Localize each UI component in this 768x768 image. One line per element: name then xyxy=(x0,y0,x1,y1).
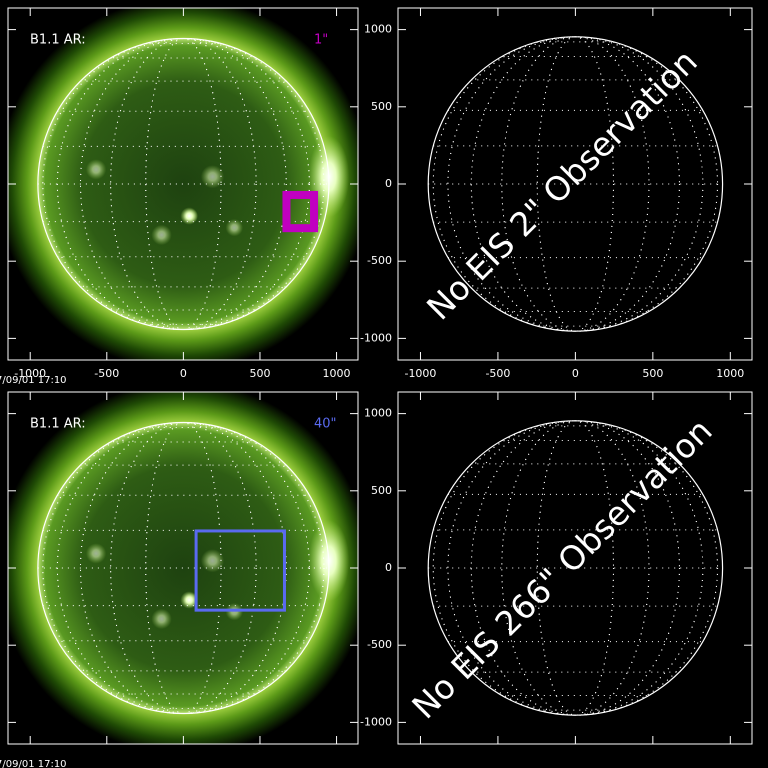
limb xyxy=(37,37,330,331)
y-tick-label: -1000 xyxy=(360,715,392,728)
sun-disk xyxy=(37,38,329,330)
y-tick-label: 1000 xyxy=(364,407,392,420)
longitude-line xyxy=(447,36,704,332)
longitude-line xyxy=(432,36,719,332)
timestamp: 7/09/01 17:10 xyxy=(0,759,67,768)
longitude-line xyxy=(79,37,287,331)
y-tick-label: -1000 xyxy=(360,331,392,344)
active-region xyxy=(225,602,244,621)
y-tick-label: 0 xyxy=(385,177,392,190)
plot-area xyxy=(427,36,724,332)
longitude-line xyxy=(56,37,310,331)
panel-title: B1.1 AR: xyxy=(30,417,86,432)
x-tick-label: -500 xyxy=(94,367,119,380)
x-tick-label: 1000 xyxy=(323,367,351,380)
active-region xyxy=(151,608,172,630)
panel: -1000 -500 0 500 1000 B1.1 AR: 1" 7/09/01 17:10 xyxy=(0,7,359,386)
limb xyxy=(427,420,724,716)
x-tick-label: -500 xyxy=(485,367,510,380)
fov-box xyxy=(282,190,319,233)
panel: -1000 -500 0 500 1000 -1000 -500 0 500 1000 No EIS… xyxy=(360,7,753,380)
x-tick-label: 0 xyxy=(572,367,579,380)
resolution-label: 1" xyxy=(314,33,328,48)
plot-area xyxy=(427,420,724,716)
resolution-label: 40" xyxy=(314,417,337,432)
longitude-line xyxy=(42,421,325,715)
y-tick-label: -500 xyxy=(367,254,392,267)
y-tick-label: 0 xyxy=(385,561,392,574)
panel-title: B1.1 AR: xyxy=(30,33,86,48)
x-tick-label: 500 xyxy=(642,367,663,380)
x-tick-label: 1000 xyxy=(716,367,744,380)
y-tick-label: 500 xyxy=(371,484,392,497)
longitude-line xyxy=(432,420,719,716)
timestamp: 7/09/01 17:10 xyxy=(0,375,67,386)
longitude-line xyxy=(42,37,325,331)
fov-box xyxy=(194,529,286,612)
longitude-line xyxy=(536,36,614,332)
active-region xyxy=(85,159,107,180)
panel: B1.1 AR: 40" 7/09/01 17:10 xyxy=(0,391,359,768)
no-observation-label: No EIS 2" Observation xyxy=(419,42,705,328)
longitude-line xyxy=(536,420,614,716)
plot-area xyxy=(8,8,358,360)
y-tick-label: 1000 xyxy=(364,23,392,36)
x-tick-label: -1000 xyxy=(404,367,436,380)
active-region xyxy=(200,549,225,573)
limb xyxy=(37,421,330,715)
longitude-line xyxy=(447,420,704,716)
active-region xyxy=(225,218,244,237)
plage xyxy=(180,591,198,609)
x-tick-label: -1000 xyxy=(14,367,46,380)
x-tick-label: 500 xyxy=(249,367,270,380)
x-tick-label: 0 xyxy=(180,367,187,380)
active-region xyxy=(200,165,225,189)
y-tick-label: -500 xyxy=(367,638,392,651)
limb xyxy=(427,36,724,332)
longitude-line xyxy=(56,421,310,715)
plage xyxy=(180,207,198,225)
longitude-line xyxy=(79,421,287,715)
y-tick-label: 500 xyxy=(371,100,392,113)
plot-area xyxy=(8,392,358,744)
active-region xyxy=(151,224,172,246)
active-region xyxy=(85,543,107,564)
